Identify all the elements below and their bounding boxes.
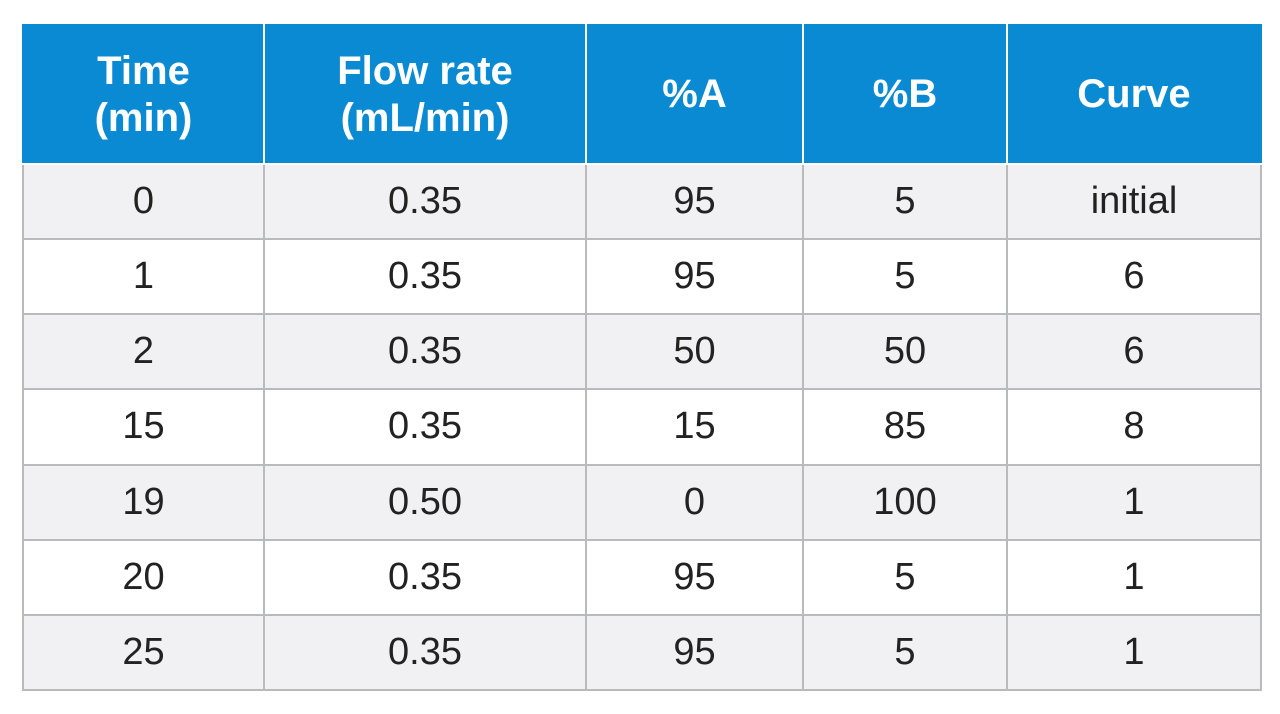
cell-curve: 6 xyxy=(1006,238,1262,316)
header-curve: Curve xyxy=(1006,24,1262,165)
cell-curve: 1 xyxy=(1006,463,1262,541)
cell-percent-b: 5 xyxy=(802,613,1008,692)
table-header: Time (min) Flow rate (mL/min) %A %B Curv… xyxy=(22,24,1262,165)
cell-percent-b: 50 xyxy=(802,313,1008,391)
cell-percent-a: 50 xyxy=(585,313,804,391)
gradient-table: Time (min) Flow rate (mL/min) %A %B Curv… xyxy=(22,24,1262,692)
cell-percent-a: 95 xyxy=(585,538,804,616)
table-body: 0 0.35 95 5 initial 1 0.35 95 5 6 2 0.35… xyxy=(22,162,1262,692)
table-row: 15 0.35 15 85 8 xyxy=(22,388,1262,466)
header-percent-b-label: %B xyxy=(872,72,938,116)
cell-time: 19 xyxy=(22,463,265,541)
cell-curve: 6 xyxy=(1006,313,1262,391)
header-row: Time (min) Flow rate (mL/min) %A %B Curv… xyxy=(22,24,1262,165)
cell-curve: initial xyxy=(1006,162,1262,241)
cell-percent-b: 5 xyxy=(802,162,1008,241)
cell-flow-rate: 0.35 xyxy=(263,313,587,391)
cell-flow-rate: 0.35 xyxy=(263,538,587,616)
cell-time: 25 xyxy=(22,613,265,692)
cell-time: 0 xyxy=(22,162,265,241)
cell-percent-b: 100 xyxy=(802,463,1008,541)
cell-flow-rate: 0.35 xyxy=(263,162,587,241)
cell-flow-rate: 0.35 xyxy=(263,613,587,692)
header-time: Time (min) xyxy=(22,24,265,165)
gradient-table-container: Time (min) Flow rate (mL/min) %A %B Curv… xyxy=(22,24,1262,692)
table-row: 0 0.35 95 5 initial xyxy=(22,162,1262,241)
cell-time: 20 xyxy=(22,538,265,616)
cell-percent-a: 95 xyxy=(585,238,804,316)
header-percent-a-label: %A xyxy=(662,72,727,116)
cell-flow-rate: 0.35 xyxy=(263,388,587,466)
cell-percent-a: 95 xyxy=(585,613,804,692)
table-row: 1 0.35 95 5 6 xyxy=(22,238,1262,316)
header-time-label: Time xyxy=(97,48,190,93)
header-time-unit: (min) xyxy=(94,95,193,140)
cell-percent-a: 15 xyxy=(585,388,804,466)
header-percent-a: %A xyxy=(585,24,804,165)
cell-percent-b: 5 xyxy=(802,238,1008,316)
header-flow-rate-label: Flow rate xyxy=(337,48,513,93)
header-flow-rate-unit: (mL/min) xyxy=(340,95,510,140)
cell-percent-a: 95 xyxy=(585,162,804,241)
cell-flow-rate: 0.50 xyxy=(263,463,587,541)
cell-percent-b: 5 xyxy=(802,538,1008,616)
cell-time: 1 xyxy=(22,238,265,316)
cell-percent-a: 0 xyxy=(585,463,804,541)
cell-flow-rate: 0.35 xyxy=(263,238,587,316)
table-row: 20 0.35 95 5 1 xyxy=(22,538,1262,616)
cell-curve: 1 xyxy=(1006,613,1262,692)
cell-time: 15 xyxy=(22,388,265,466)
header-percent-b: %B xyxy=(802,24,1008,165)
cell-percent-b: 85 xyxy=(802,388,1008,466)
cell-curve: 1 xyxy=(1006,538,1262,616)
table-row: 19 0.50 0 100 1 xyxy=(22,463,1262,541)
header-flow-rate: Flow rate (mL/min) xyxy=(263,24,587,165)
cell-curve: 8 xyxy=(1006,388,1262,466)
header-curve-label: Curve xyxy=(1077,72,1191,116)
cell-time: 2 xyxy=(22,313,265,391)
table-row: 25 0.35 95 5 1 xyxy=(22,613,1262,692)
table-row: 2 0.35 50 50 6 xyxy=(22,313,1262,391)
